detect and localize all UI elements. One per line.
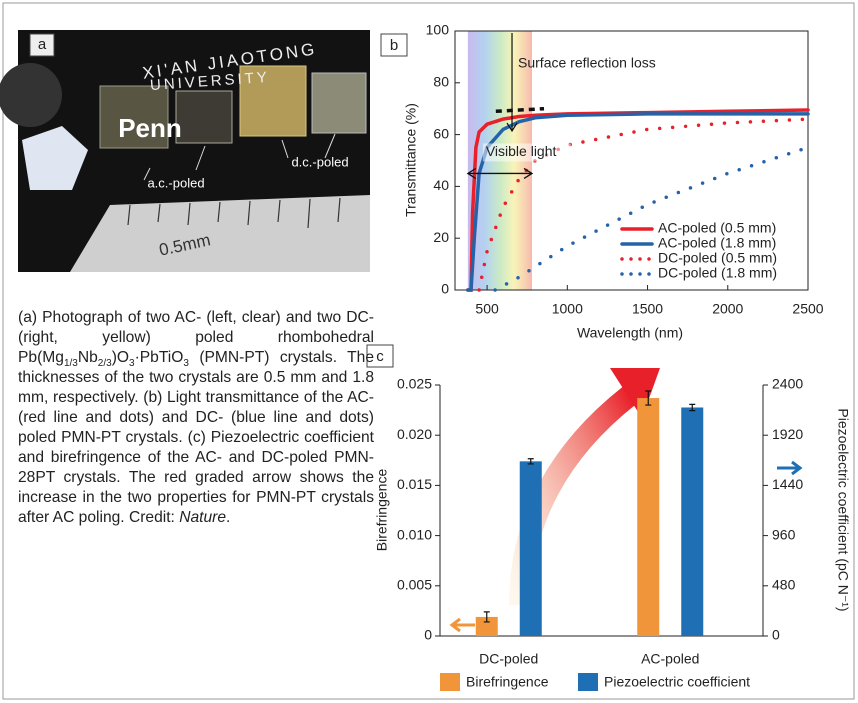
x-tick-label: AC-poled xyxy=(641,651,699,667)
y-tick-label: 0.020 xyxy=(397,426,432,442)
caption-italic: Nature xyxy=(179,509,226,526)
x-axis-label: Wavelength (nm) xyxy=(577,325,683,341)
legend-label: AC-poled (0.5 mm) xyxy=(658,220,776,236)
y-axis-label: Transmittance (%) xyxy=(403,103,419,217)
x-tick-label: 2000 xyxy=(712,301,743,317)
photo-label: d.c.-poled xyxy=(291,154,348,169)
photo-text: Penn xyxy=(118,113,182,143)
x-tick-label: 500 xyxy=(475,301,499,317)
legend-swatch xyxy=(440,673,460,691)
y-tick-label: 100 xyxy=(426,22,450,38)
caption-text: ·PbTiO xyxy=(135,349,184,366)
y2-tick-label: 2400 xyxy=(772,376,803,392)
x-tick-label: 1500 xyxy=(632,301,663,317)
y-tick-label: 20 xyxy=(433,229,449,245)
panel-label: c xyxy=(376,348,384,365)
y2-tick-label: 1440 xyxy=(772,476,803,492)
caption-text: )O xyxy=(112,349,129,366)
y-tick-label: 0 xyxy=(424,627,432,643)
y-tick-label: 80 xyxy=(433,74,449,90)
x-tick-label: DC-poled xyxy=(479,651,538,667)
y-tick-label: 0.005 xyxy=(397,577,432,593)
caption-sub: 1/3 xyxy=(64,358,78,369)
legend-label: Birefringence xyxy=(466,674,549,690)
caption-text: Nb xyxy=(78,349,98,366)
y-tick-label: 0 xyxy=(441,281,449,297)
axis-arrow xyxy=(777,462,800,474)
legend-label: Piezoelectric coefficient xyxy=(604,674,750,690)
annotation: Surface reflection loss xyxy=(518,55,656,71)
caption: (a) Photograph of two AC- (left, clear) … xyxy=(18,308,374,528)
legend-swatch xyxy=(578,673,598,691)
caption-text: (PMN-PT) crystals. The thicknesses of th… xyxy=(18,349,374,526)
y-tick-label: 0.025 xyxy=(397,376,432,392)
caption-sub: 2/3 xyxy=(98,358,112,369)
legend-label: AC-poled (1.8 mm) xyxy=(658,235,776,251)
y2-tick-label: 1920 xyxy=(772,426,803,442)
legend-label: DC-poled (0.5 mm) xyxy=(658,250,777,266)
bar xyxy=(520,461,542,636)
caption-text: . xyxy=(226,509,230,526)
y-tick-label: 0.010 xyxy=(397,526,432,542)
y2-tick-label: 480 xyxy=(772,577,796,593)
y-tick-label: 0.015 xyxy=(397,476,432,492)
axis-arrow xyxy=(452,619,475,631)
bar xyxy=(681,407,703,636)
panel-label: b xyxy=(390,37,398,54)
y2-axis-label: Piezoelectric coefficient (pC N⁻¹) xyxy=(835,408,851,611)
y-tick-label: 40 xyxy=(433,177,449,193)
y2-tick-label: 960 xyxy=(772,526,796,542)
x-tick-label: 2500 xyxy=(792,301,823,317)
y2-tick-label: 0 xyxy=(772,627,780,643)
y-axis-label: Birefringence xyxy=(374,469,390,552)
x-tick-label: 1000 xyxy=(552,301,583,317)
legend-label: DC-poled (1.8 mm) xyxy=(658,265,777,281)
bar xyxy=(637,398,659,636)
page: a XI'AN JIAOTONG UNIVERSITY Penn a.c.-po… xyxy=(0,0,858,703)
y-tick-label: 60 xyxy=(433,125,449,141)
panel-label: a xyxy=(38,36,47,53)
photo-label: a.c.-poled xyxy=(147,175,204,190)
annotation: Visible light xyxy=(486,143,557,159)
